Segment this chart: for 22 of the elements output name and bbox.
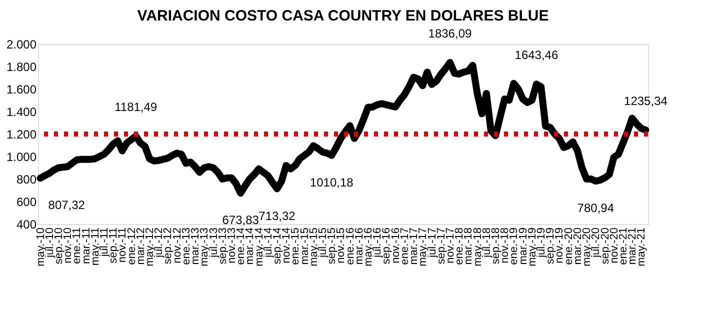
data-label: 1836,09 [428, 26, 472, 40]
data-label: 1010,18 [310, 175, 354, 190]
y-tick-label: 1.000 [6, 150, 37, 164]
y-tick-label: 1.600 [6, 82, 37, 96]
x-tick-label: sep.-18 [490, 228, 502, 264]
data-label: 1643,46 [514, 48, 558, 62]
x-tick-label: may.-21 [636, 228, 648, 266]
data-label: 713,32 [258, 208, 296, 223]
data-label: 780,94 [577, 201, 614, 216]
y-tick-label: 1.800 [6, 60, 37, 74]
data-label: 1235,34 [624, 94, 668, 108]
y-tick-label: 600 [16, 195, 37, 209]
y-tick-label: 800 [16, 172, 37, 186]
y-tick-label: 400 [16, 218, 37, 232]
y-tick-label: 1.200 [6, 128, 37, 142]
y-tick-label: 1.400 [6, 105, 37, 119]
x-tick-label: may.-19 [526, 228, 538, 266]
data-label: 1181,49 [114, 100, 158, 114]
data-label: 807,32 [48, 198, 86, 212]
y-tick-label: 2.000 [6, 38, 37, 52]
data-label: 673,83 [222, 213, 260, 228]
chart-title: VARIACION COSTO CASA COUNTRY EN DOLARES BLUE [137, 7, 549, 24]
